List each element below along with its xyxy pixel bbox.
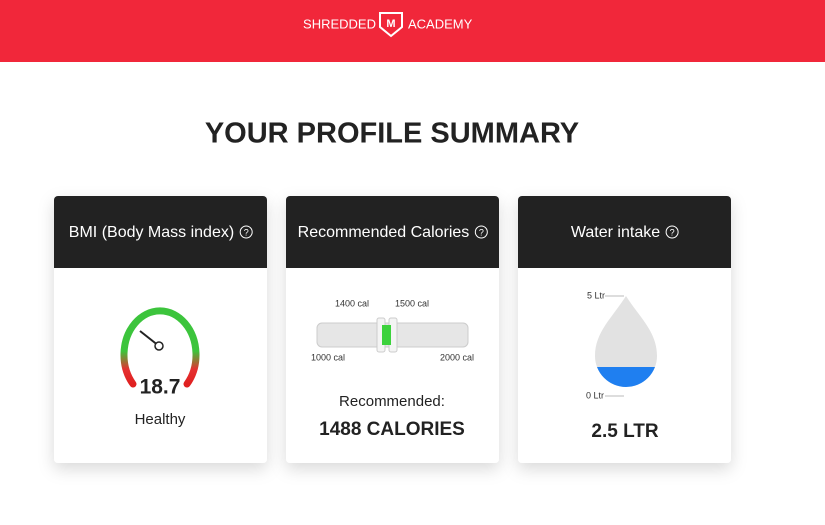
slider-max: 2000 cal bbox=[440, 352, 474, 362]
help-icon[interactable] bbox=[474, 225, 488, 239]
card-header bbox=[54, 196, 267, 268]
slider-min: 1000 cal bbox=[311, 352, 345, 362]
brand-right: ACADEMY bbox=[408, 16, 473, 31]
card-header bbox=[518, 196, 731, 268]
calories-value: 1488 CALORIES bbox=[319, 419, 465, 440]
page-title: YOUR PROFILE SUMMARY bbox=[205, 118, 579, 150]
gauge-hub bbox=[154, 341, 164, 351]
brand-left: SHREDDED bbox=[303, 16, 376, 31]
bmi-gauge bbox=[120, 307, 200, 388]
card-header bbox=[286, 196, 499, 268]
recommended-label: Recommended: bbox=[339, 393, 445, 410]
help-icon-text: ? bbox=[479, 227, 484, 237]
help-icon-text: ? bbox=[244, 227, 249, 237]
bmi-status: Healthy bbox=[135, 411, 186, 428]
bmi-value: 18.7 bbox=[140, 376, 181, 399]
help-icon-text: ? bbox=[670, 227, 675, 237]
logo[interactable] bbox=[379, 12, 403, 38]
water-max: 5 Ltr bbox=[587, 290, 605, 300]
card-heading: BMI (Body Mass index) bbox=[69, 224, 234, 241]
card-heading: Recommended Calories bbox=[298, 224, 470, 241]
water-drop bbox=[595, 296, 657, 387]
help-icon[interactable] bbox=[239, 225, 253, 239]
header-bar bbox=[0, 0, 825, 62]
help-icon[interactable] bbox=[665, 225, 679, 239]
water-value: 2.5 LTR bbox=[591, 421, 658, 442]
range-low: 1400 cal bbox=[335, 298, 369, 308]
logo-mark: M bbox=[386, 18, 395, 30]
water-fill bbox=[595, 367, 657, 387]
slider-range bbox=[382, 325, 391, 345]
water-min: 0 Ltr bbox=[586, 390, 604, 400]
range-high: 1500 cal bbox=[395, 298, 429, 308]
card-heading: Water intake bbox=[571, 224, 660, 241]
